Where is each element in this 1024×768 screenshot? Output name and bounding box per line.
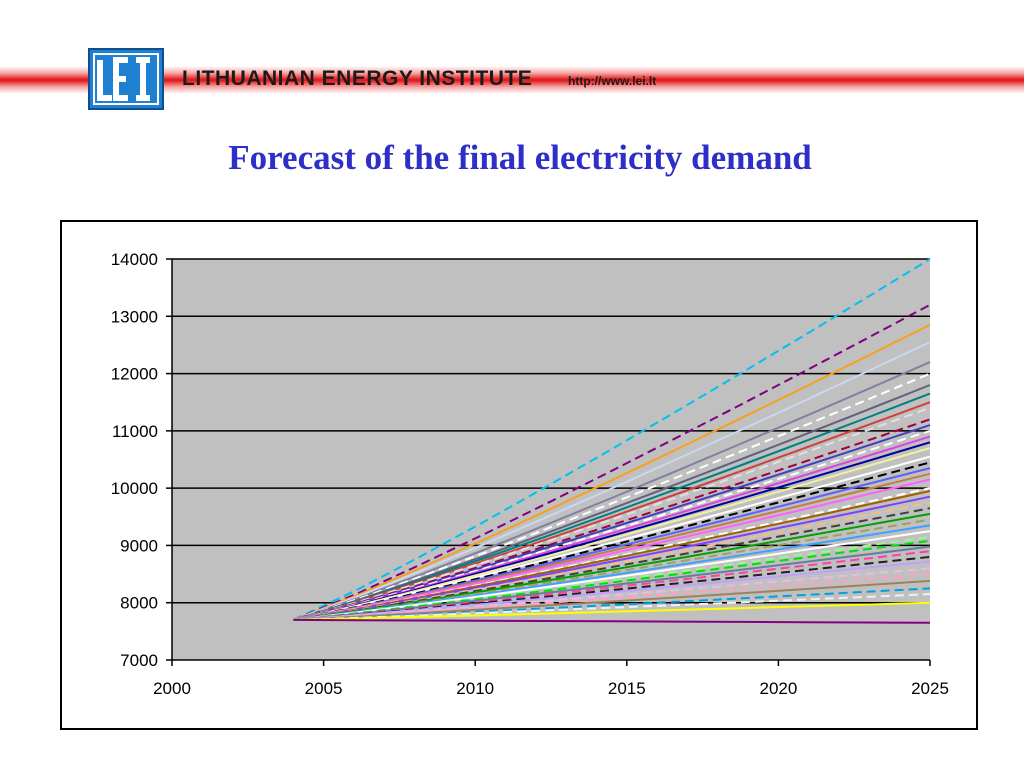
y-tick-label-1: 8000 bbox=[120, 594, 158, 613]
series-line-17 bbox=[293, 461, 931, 621]
x-tick-label-5: 2025 bbox=[911, 679, 949, 698]
grid-layer bbox=[172, 258, 930, 604]
chart-frame: 7000 8000 9000 10000 11000 12000 13000 14000 200… bbox=[60, 220, 978, 730]
y-tick-label-2: 9000 bbox=[120, 536, 158, 555]
org-url[interactable]: http://www.lei.lt bbox=[568, 74, 657, 88]
series-line-4 bbox=[292, 361, 931, 621]
series-line-3 bbox=[292, 341, 931, 621]
series-line-11 bbox=[293, 424, 931, 621]
y-tick-label-3: 10000 bbox=[111, 479, 158, 498]
x-tick-label-2: 2010 bbox=[456, 679, 494, 698]
series-line-1 bbox=[292, 303, 931, 621]
series-line-7 bbox=[293, 392, 931, 621]
series-line-38 bbox=[293, 579, 931, 621]
series-line-6 bbox=[293, 384, 931, 621]
series-line-21 bbox=[293, 487, 931, 621]
header-band bbox=[0, 66, 1024, 94]
y-tick-label-6: 13000 bbox=[111, 307, 158, 326]
org-name: LITHUANIAN ENERGY INSTITUTE bbox=[182, 67, 533, 90]
series-line-0 bbox=[292, 258, 931, 621]
series-line-41 bbox=[293, 601, 931, 621]
y-tick-label-7: 14000 bbox=[111, 250, 158, 269]
series-line-20 bbox=[293, 478, 931, 621]
x-tick-label-1: 2005 bbox=[305, 679, 343, 698]
y-tick-label-4: 11000 bbox=[112, 422, 158, 441]
axis-layer: 7000 8000 9000 10000 11000 12000 13000 14000 200… bbox=[111, 250, 949, 698]
x-tick-label-4: 2020 bbox=[759, 679, 797, 698]
lei-logo bbox=[88, 48, 164, 110]
x-tick-label-0: 2000 bbox=[153, 679, 191, 698]
series-line-8 bbox=[293, 401, 931, 621]
slide-title: Forecast of the final electricity demand bbox=[228, 138, 812, 177]
series-line-26 bbox=[293, 512, 931, 621]
series-line-25 bbox=[293, 507, 931, 621]
series-layer bbox=[292, 258, 931, 624]
series-line-24 bbox=[293, 501, 931, 621]
series-line-42 bbox=[293, 618, 931, 624]
series-line-40 bbox=[293, 593, 931, 621]
y-tick-label-0: 7000 bbox=[120, 651, 158, 670]
series-line-2 bbox=[292, 324, 931, 621]
x-tick-label-3: 2015 bbox=[608, 679, 646, 698]
demand-forecast-chart: 7000 8000 9000 10000 11000 12000 13000 14000 200… bbox=[111, 250, 949, 698]
series-line-16 bbox=[293, 455, 931, 621]
series-line-15 bbox=[293, 447, 931, 621]
series-line-37 bbox=[293, 573, 931, 621]
series-line-12 bbox=[293, 429, 931, 621]
series-line-5 bbox=[292, 372, 931, 621]
series-line-27 bbox=[293, 518, 931, 621]
y-tick-label-5: 12000 bbox=[111, 365, 158, 384]
series-line-23 bbox=[293, 495, 931, 621]
lei-logo-mark bbox=[93, 53, 159, 105]
